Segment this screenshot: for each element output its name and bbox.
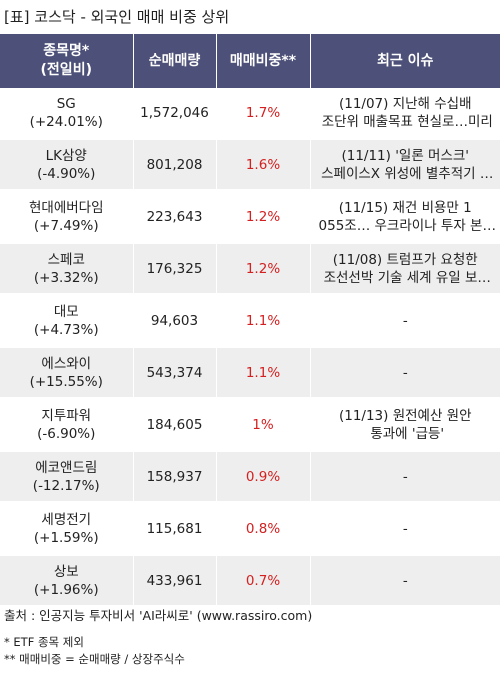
header-name-line2: (전일비) xyxy=(40,62,92,78)
trade-ratio: 1.7% xyxy=(216,88,311,140)
issue-line-2: 스페이스X 위성에 별추적기 … xyxy=(321,165,494,182)
stock-name-cell: LK삼양 (-4.90%) xyxy=(0,138,134,192)
foreign-trading-table: 종목명* (전일비) 순매매량 매매비중** 최근 이슈 SG (+24.01%)… xyxy=(0,34,500,608)
header-volume: 순매매량 xyxy=(133,34,217,88)
recent-issue: - xyxy=(310,554,500,608)
stock-change: (+7.49%) xyxy=(33,217,99,234)
table-row: 지투파워 (-6.90%) 184,605 1% (11/13) 원전예산 원안 통과에 … xyxy=(0,398,500,452)
issue-line-2: 055조… 우크라이나 투자 본… xyxy=(318,217,496,234)
table-title: [표] 코스닥 - 외국인 매매 비중 상위 xyxy=(4,8,230,26)
issue-line-2: 조선선박 기술 세계 유일 보… xyxy=(323,269,491,286)
stock-name: 지투파워 xyxy=(41,407,92,424)
table-row: SG (+24.01%) 1,572,046 1.7% (11/07) 지난해 수십배 조… xyxy=(0,88,500,140)
footnote-etf: * ETF 종목 제외 xyxy=(4,635,84,649)
stock-name-cell: 에코앤드림 (-12.17%) xyxy=(0,450,134,504)
table-row: 세명전기 (+1.59%) 115,681 0.8% - xyxy=(0,502,500,556)
stock-name-cell: 에스와이 (+15.55%) xyxy=(0,346,134,400)
stock-name-cell: 세명전기 (+1.59%) xyxy=(0,502,134,556)
header-name: 종목명* (전일비) xyxy=(0,34,134,88)
stock-name: 상보 xyxy=(53,563,79,580)
net-volume: 801,208 xyxy=(133,138,217,192)
stock-name-cell: SG (+24.01%) xyxy=(0,88,134,140)
stock-name: 스페코 xyxy=(47,251,85,268)
stock-change: (-6.90%) xyxy=(37,425,96,442)
recent-issue: (11/15) 재건 비용만 1 055조… 우크라이나 투자 본… xyxy=(310,190,500,244)
header-row: 종목명* (전일비) 순매매량 매매비중** 최근 이슈 xyxy=(0,34,500,88)
net-volume: 433,961 xyxy=(133,554,217,608)
trade-ratio: 1.2% xyxy=(216,190,311,244)
net-volume: 543,374 xyxy=(133,346,217,400)
table-row: 에코앤드림 (-12.17%) 158,937 0.9% - xyxy=(0,450,500,504)
recent-issue: (11/07) 지난해 수십배 조단위 매출목표 현실로…미리 xyxy=(310,88,500,140)
recent-issue: (11/08) 트럼프가 요청한 조선선박 기술 세계 유일 보… xyxy=(310,242,500,296)
stock-name-cell: 현대에버다임 (+7.49%) xyxy=(0,190,134,244)
table-row: 상보 (+1.96%) 433,961 0.7% - xyxy=(0,554,500,608)
table-row: 대모 (+4.73%) 94,603 1.1% - xyxy=(0,294,500,348)
issue-line-1: (11/11) '일론 머스크' xyxy=(341,147,470,164)
trade-ratio: 1.1% xyxy=(216,294,311,348)
net-volume: 115,681 xyxy=(133,502,217,556)
stock-name: 세명전기 xyxy=(41,511,92,528)
trade-ratio: 0.8% xyxy=(216,502,311,556)
issue-line-1: - xyxy=(402,312,408,329)
table-row: 현대에버다임 (+7.49%) 223,643 1.2% (11/15) 재건 비용만 … xyxy=(0,190,500,244)
trade-ratio: 0.9% xyxy=(216,450,311,504)
stock-name: 대모 xyxy=(53,303,79,320)
recent-issue: (11/13) 원전예산 원안 통과에 '급등' xyxy=(310,398,500,452)
table-row: 에스와이 (+15.55%) 543,374 1.1% - xyxy=(0,346,500,400)
table-row: 스페코 (+3.32%) 176,325 1.2% (11/08) 트럼프가 요청한 조선… xyxy=(0,242,500,296)
footnote-ratio-definition: ** 매매비중 = 순매매량 / 상장주식수 xyxy=(4,652,185,666)
stock-change: (+4.73%) xyxy=(33,321,99,338)
recent-issue: - xyxy=(310,502,500,556)
net-volume: 184,605 xyxy=(133,398,217,452)
recent-issue: (11/11) '일론 머스크' 스페이스X 위성에 별추적기 … xyxy=(310,138,500,192)
stock-change: (-4.90%) xyxy=(37,165,96,182)
net-volume: 223,643 xyxy=(133,190,217,244)
net-volume: 176,325 xyxy=(133,242,217,296)
recent-issue: - xyxy=(310,294,500,348)
header-name-line1: 종목명* xyxy=(43,43,90,59)
stock-name: SG xyxy=(56,95,76,112)
stock-change: (+15.55%) xyxy=(29,373,103,390)
issue-line-1: (11/08) 트럼프가 요청한 xyxy=(332,251,478,268)
issue-line-1: - xyxy=(402,520,408,537)
stock-name: LK삼양 xyxy=(45,147,87,164)
stock-change: (-12.17%) xyxy=(32,477,100,494)
stock-name: 현대에버다임 xyxy=(28,199,104,216)
net-volume: 158,937 xyxy=(133,450,217,504)
trade-ratio: 1% xyxy=(216,398,311,452)
source-text: 출처 : 인공지능 투자비서 'AI라씨로' (www.rassiro.com) xyxy=(4,608,313,623)
trade-ratio: 1.1% xyxy=(216,346,311,400)
recent-issue: - xyxy=(310,346,500,400)
issue-line-1: (11/15) 재건 비용만 1 xyxy=(338,199,472,216)
issue-line-1: - xyxy=(402,468,408,485)
net-volume: 94,603 xyxy=(133,294,217,348)
stock-change: (+1.59%) xyxy=(33,529,99,546)
stock-name: 에스와이 xyxy=(41,355,92,372)
issue-line-1: (11/07) 지난해 수십배 xyxy=(338,95,472,112)
trade-ratio: 0.7% xyxy=(216,554,311,608)
table-row: LK삼양 (-4.90%) 801,208 1.6% (11/11) '일론 머스크' 스… xyxy=(0,138,500,192)
stock-change: (+1.96%) xyxy=(33,581,99,598)
issue-line-2: 통과에 '급등' xyxy=(370,425,445,442)
net-volume: 1,572,046 xyxy=(133,88,217,140)
stock-name-cell: 스페코 (+3.32%) xyxy=(0,242,134,296)
issue-line-1: - xyxy=(402,364,408,381)
issue-line-1: (11/13) 원전예산 원안 xyxy=(338,407,472,424)
stock-change: (+24.01%) xyxy=(29,113,103,130)
stock-name-cell: 상보 (+1.96%) xyxy=(0,554,134,608)
stock-name-cell: 대모 (+4.73%) xyxy=(0,294,134,348)
recent-issue: - xyxy=(310,450,500,504)
trade-ratio: 1.6% xyxy=(216,138,311,192)
issue-line-1: - xyxy=(402,572,408,589)
header-issue: 최근 이슈 xyxy=(310,34,500,88)
stock-change: (+3.32%) xyxy=(33,269,99,286)
issue-line-2: 조단위 매출목표 현실로…미리 xyxy=(321,113,493,130)
stock-name: 에코앤드림 xyxy=(35,459,98,476)
header-ratio: 매매비중** xyxy=(216,34,311,88)
trade-ratio: 1.2% xyxy=(216,242,311,296)
stock-name-cell: 지투파워 (-6.90%) xyxy=(0,398,134,452)
